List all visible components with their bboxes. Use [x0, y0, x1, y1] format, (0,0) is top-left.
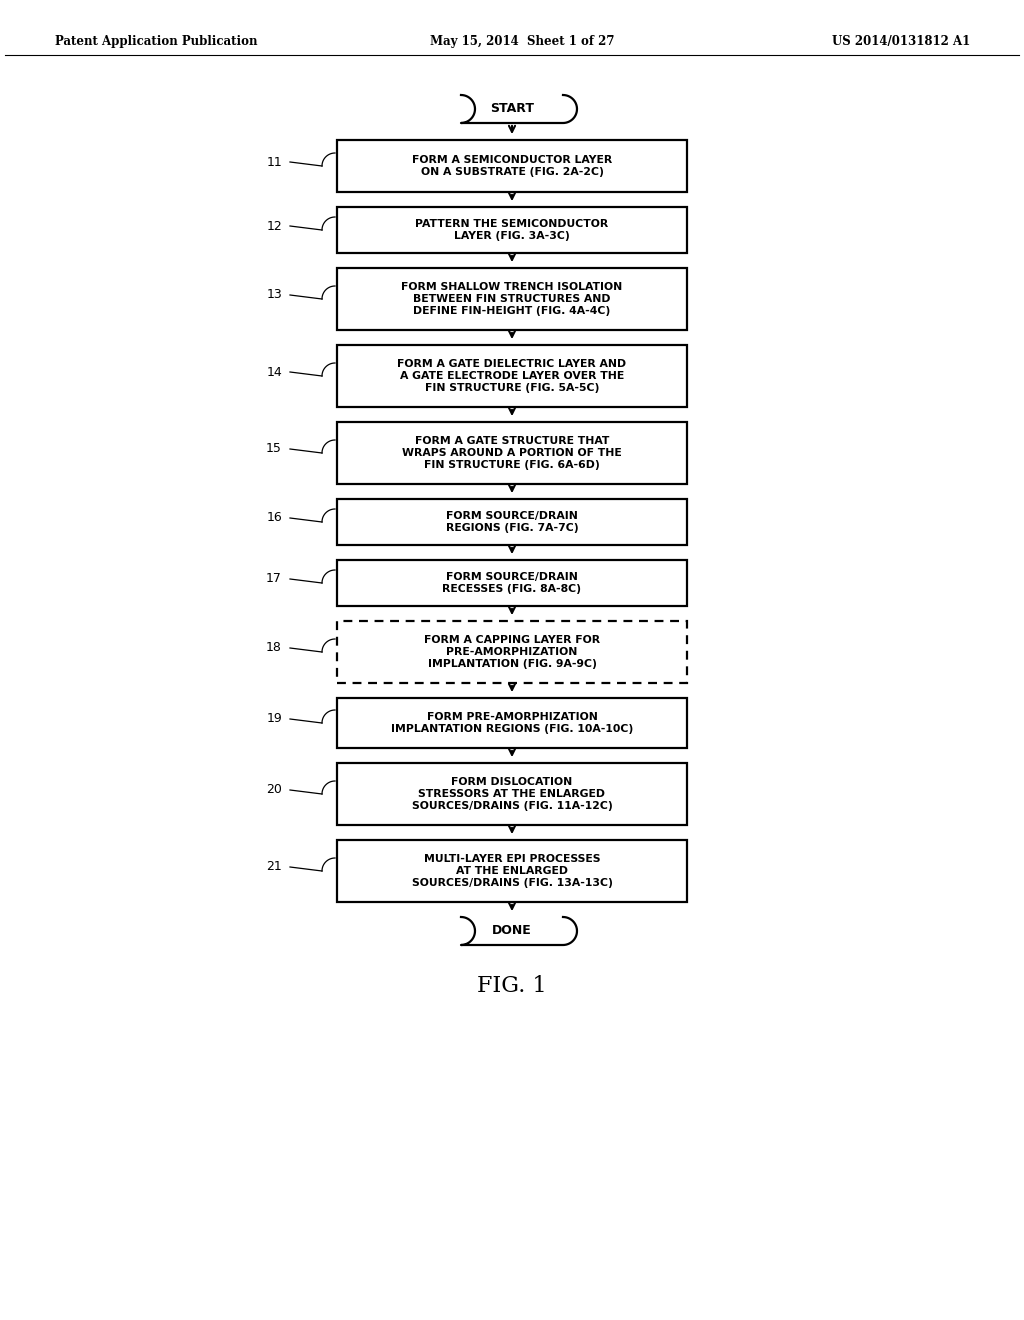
Text: 17: 17	[266, 573, 282, 586]
Text: FORM PRE-AMORPHIZATION
IMPLANTATION REGIONS (FIG. 10A-10C): FORM PRE-AMORPHIZATION IMPLANTATION REGI…	[391, 713, 633, 734]
Text: MULTI-LAYER EPI PROCESSES
AT THE ENLARGED
SOURCES/DRAINS (FIG. 13A-13C): MULTI-LAYER EPI PROCESSES AT THE ENLARGE…	[412, 854, 612, 887]
Text: FORM SOURCE/DRAIN
RECESSES (FIG. 8A-8C): FORM SOURCE/DRAIN RECESSES (FIG. 8A-8C)	[442, 572, 582, 594]
Text: FIG. 1: FIG. 1	[477, 975, 547, 997]
Text: Patent Application Publication: Patent Application Publication	[55, 36, 257, 49]
Bar	[337, 422, 687, 484]
Text: FORM SOURCE/DRAIN
REGIONS (FIG. 7A-7C): FORM SOURCE/DRAIN REGIONS (FIG. 7A-7C)	[445, 511, 579, 533]
Text: 18: 18	[266, 642, 282, 655]
Text: 20: 20	[266, 784, 282, 796]
Text: DONE: DONE	[493, 924, 531, 937]
Polygon shape	[461, 917, 577, 945]
Text: US 2014/0131812 A1: US 2014/0131812 A1	[831, 36, 970, 49]
Text: FORM DISLOCATION
STRESSORS AT THE ENLARGED
SOURCES/DRAINS (FIG. 11A-12C): FORM DISLOCATION STRESSORS AT THE ENLARG…	[412, 777, 612, 810]
Text: START: START	[490, 103, 534, 116]
Bar	[337, 560, 687, 606]
Bar	[337, 840, 687, 902]
Bar	[337, 620, 687, 682]
Text: 12: 12	[266, 219, 282, 232]
Bar	[337, 345, 687, 407]
Bar	[337, 763, 687, 825]
Text: PATTERN THE SEMICONDUCTOR
LAYER (FIG. 3A-3C): PATTERN THE SEMICONDUCTOR LAYER (FIG. 3A…	[416, 219, 608, 240]
Bar	[337, 207, 687, 253]
Bar	[337, 268, 687, 330]
Text: 13: 13	[266, 289, 282, 301]
Text: 16: 16	[266, 511, 282, 524]
Text: 19: 19	[266, 713, 282, 726]
Text: 11: 11	[266, 156, 282, 169]
Bar	[337, 698, 687, 748]
Bar	[337, 140, 687, 191]
Bar	[337, 499, 687, 545]
Text: 14: 14	[266, 366, 282, 379]
Text: FORM A GATE DIELECTRIC LAYER AND
A GATE ELECTRODE LAYER OVER THE
FIN STRUCTURE (: FORM A GATE DIELECTRIC LAYER AND A GATE …	[397, 359, 627, 392]
Text: May 15, 2014  Sheet 1 of 27: May 15, 2014 Sheet 1 of 27	[430, 36, 614, 49]
Polygon shape	[461, 95, 577, 123]
Text: 21: 21	[266, 861, 282, 874]
Text: FORM A CAPPING LAYER FOR
PRE-AMORPHIZATION
IMPLANTATION (FIG. 9A-9C): FORM A CAPPING LAYER FOR PRE-AMORPHIZATI…	[424, 635, 600, 669]
Text: FORM SHALLOW TRENCH ISOLATION
BETWEEN FIN STRUCTURES AND
DEFINE FIN-HEIGHT (FIG.: FORM SHALLOW TRENCH ISOLATION BETWEEN FI…	[401, 282, 623, 315]
Text: FORM A GATE STRUCTURE THAT
WRAPS AROUND A PORTION OF THE
FIN STRUCTURE (FIG. 6A-: FORM A GATE STRUCTURE THAT WRAPS AROUND …	[402, 437, 622, 470]
Text: 15: 15	[266, 442, 282, 455]
Text: FORM A SEMICONDUCTOR LAYER
ON A SUBSTRATE (FIG. 2A-2C): FORM A SEMICONDUCTOR LAYER ON A SUBSTRAT…	[412, 156, 612, 177]
